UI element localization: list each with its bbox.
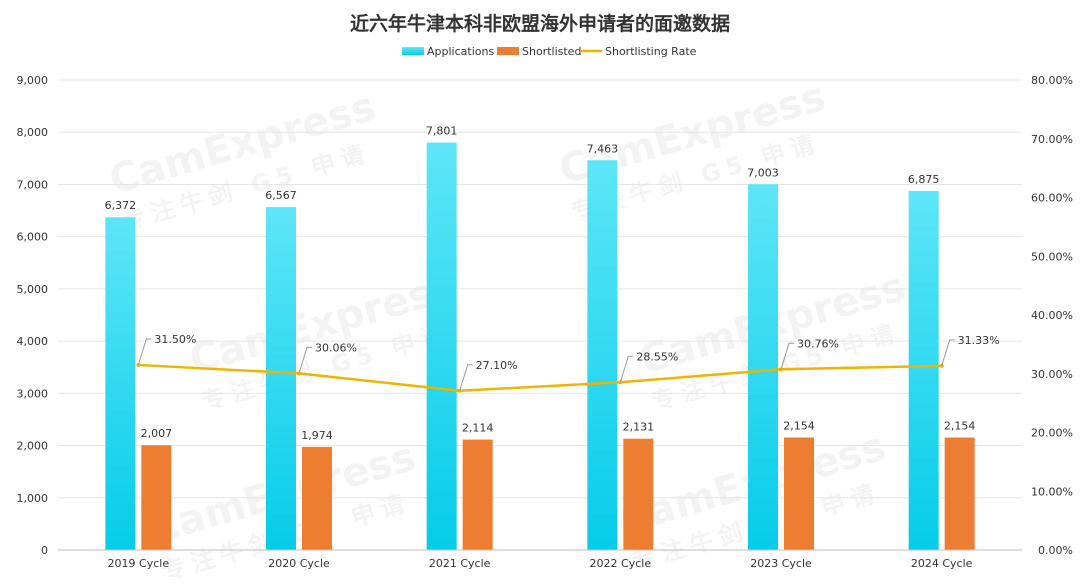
right-tick-label: 50.00% (1031, 250, 1073, 263)
applications-data-label: 6,372 (105, 199, 137, 212)
right-tick-label: 40.00% (1031, 309, 1073, 322)
shortlisted-bar (302, 446, 332, 550)
shortlisted-bar (623, 438, 654, 550)
shortlisted-data-label: 2,154 (783, 420, 815, 433)
grid-layer (58, 79, 1022, 499)
right-tick-label: 0.00% (1038, 544, 1073, 557)
left-tick-label: 2,000 (17, 440, 49, 453)
x-tick-label: 2021 Cycle (429, 557, 491, 570)
x-tick-label: 2019 Cycle (108, 557, 170, 570)
legend-label: Applications (427, 45, 494, 58)
legend-label: Shortlisting Rate (605, 45, 697, 58)
applications-bar (908, 190, 939, 550)
left-tick-label: 7,000 (17, 178, 49, 191)
left-tick-label: 8,000 (17, 126, 49, 139)
rate-leader-line (619, 355, 634, 383)
chart-title: 近六年牛津本科非欧盟海外申请者的面邀数据 (350, 12, 730, 35)
rate-data-label: 28.55% (636, 350, 678, 363)
rate-data-label: 31.33% (958, 334, 1000, 347)
shortlisted-bar (944, 437, 975, 550)
shortlisted-data-label: 1,974 (301, 429, 333, 442)
shortlisted-bar (784, 437, 814, 550)
x-tick-label: 2023 Cycle (750, 557, 812, 570)
applications-data-label: 7,463 (587, 142, 619, 155)
right-tick-label: 70.00% (1031, 133, 1073, 146)
legend-swatch (497, 47, 519, 55)
applications-data-label: 6,567 (265, 189, 297, 202)
x-tick-label: 2022 Cycle (590, 557, 652, 570)
rate-data-label: 30.76% (797, 337, 839, 350)
left-tick-label: 0 (41, 544, 48, 557)
applications-bar (426, 142, 457, 550)
rate-leader-line (137, 338, 152, 366)
applications-bar (748, 184, 778, 550)
rate-line-layer (136, 362, 944, 393)
left-tick-label: 3,000 (17, 387, 49, 400)
legend-swatch (402, 47, 424, 55)
applications-data-label: 6,875 (908, 173, 940, 186)
applications-data-label: 7,801 (426, 125, 458, 138)
x-tick-label: 2024 Cycle (911, 557, 973, 570)
shortlisted-data-label: 2,154 (944, 420, 976, 433)
rate-data-label: 30.06% (315, 341, 357, 354)
shortlisting-rate-line (138, 363, 942, 393)
left-tick-label: 5,000 (17, 283, 49, 296)
right-tick-label: 10.00% (1031, 485, 1073, 498)
legend: Applications Shortlisted Shortlisting Rate (402, 45, 697, 58)
applications-bar (587, 160, 618, 550)
shortlisted-data-label: 2,131 (623, 421, 655, 434)
legend-label: Shortlisted (522, 45, 581, 58)
right-tick-label: 60.00% (1031, 192, 1073, 205)
bars-layer (105, 142, 975, 551)
shortlisted-data-label: 2,007 (141, 427, 173, 440)
rate-data-label: 31.50% (154, 333, 196, 346)
left-tick-label: 6,000 (17, 231, 49, 244)
applications-bar (105, 217, 136, 551)
x-tick-label: 2020 Cycle (268, 557, 330, 570)
right-tick-label: 30.00% (1031, 368, 1073, 381)
shortlisted-bar (462, 439, 493, 550)
left-tick-label: 4,000 (17, 335, 49, 348)
rate-data-label: 27.10% (476, 359, 518, 372)
right-tick-label: 80.00% (1031, 74, 1073, 87)
applications-bar (266, 207, 296, 550)
rate-leader-line (298, 346, 312, 374)
axes-layer: 0 1,000 2,000 3,000 4,000 5,000 6,000 7,000 8,00… (17, 74, 1074, 570)
rate-leader-line (941, 339, 955, 367)
shortlisted-data-label: 2,114 (462, 422, 494, 435)
applications-data-label: 7,003 (747, 166, 779, 179)
right-tick-label: 20.00% (1031, 427, 1073, 440)
rate-leader-line (780, 342, 794, 370)
shortlisted-bar (141, 445, 172, 550)
labels-layer: 6,372 2,007 6,567 1,974 7,801 2,114 7,463 2,131… (105, 125, 1000, 442)
left-tick-label: 9,000 (17, 74, 49, 87)
rate-leader-line (459, 364, 473, 391)
left-tick-label: 1,000 (17, 492, 49, 505)
